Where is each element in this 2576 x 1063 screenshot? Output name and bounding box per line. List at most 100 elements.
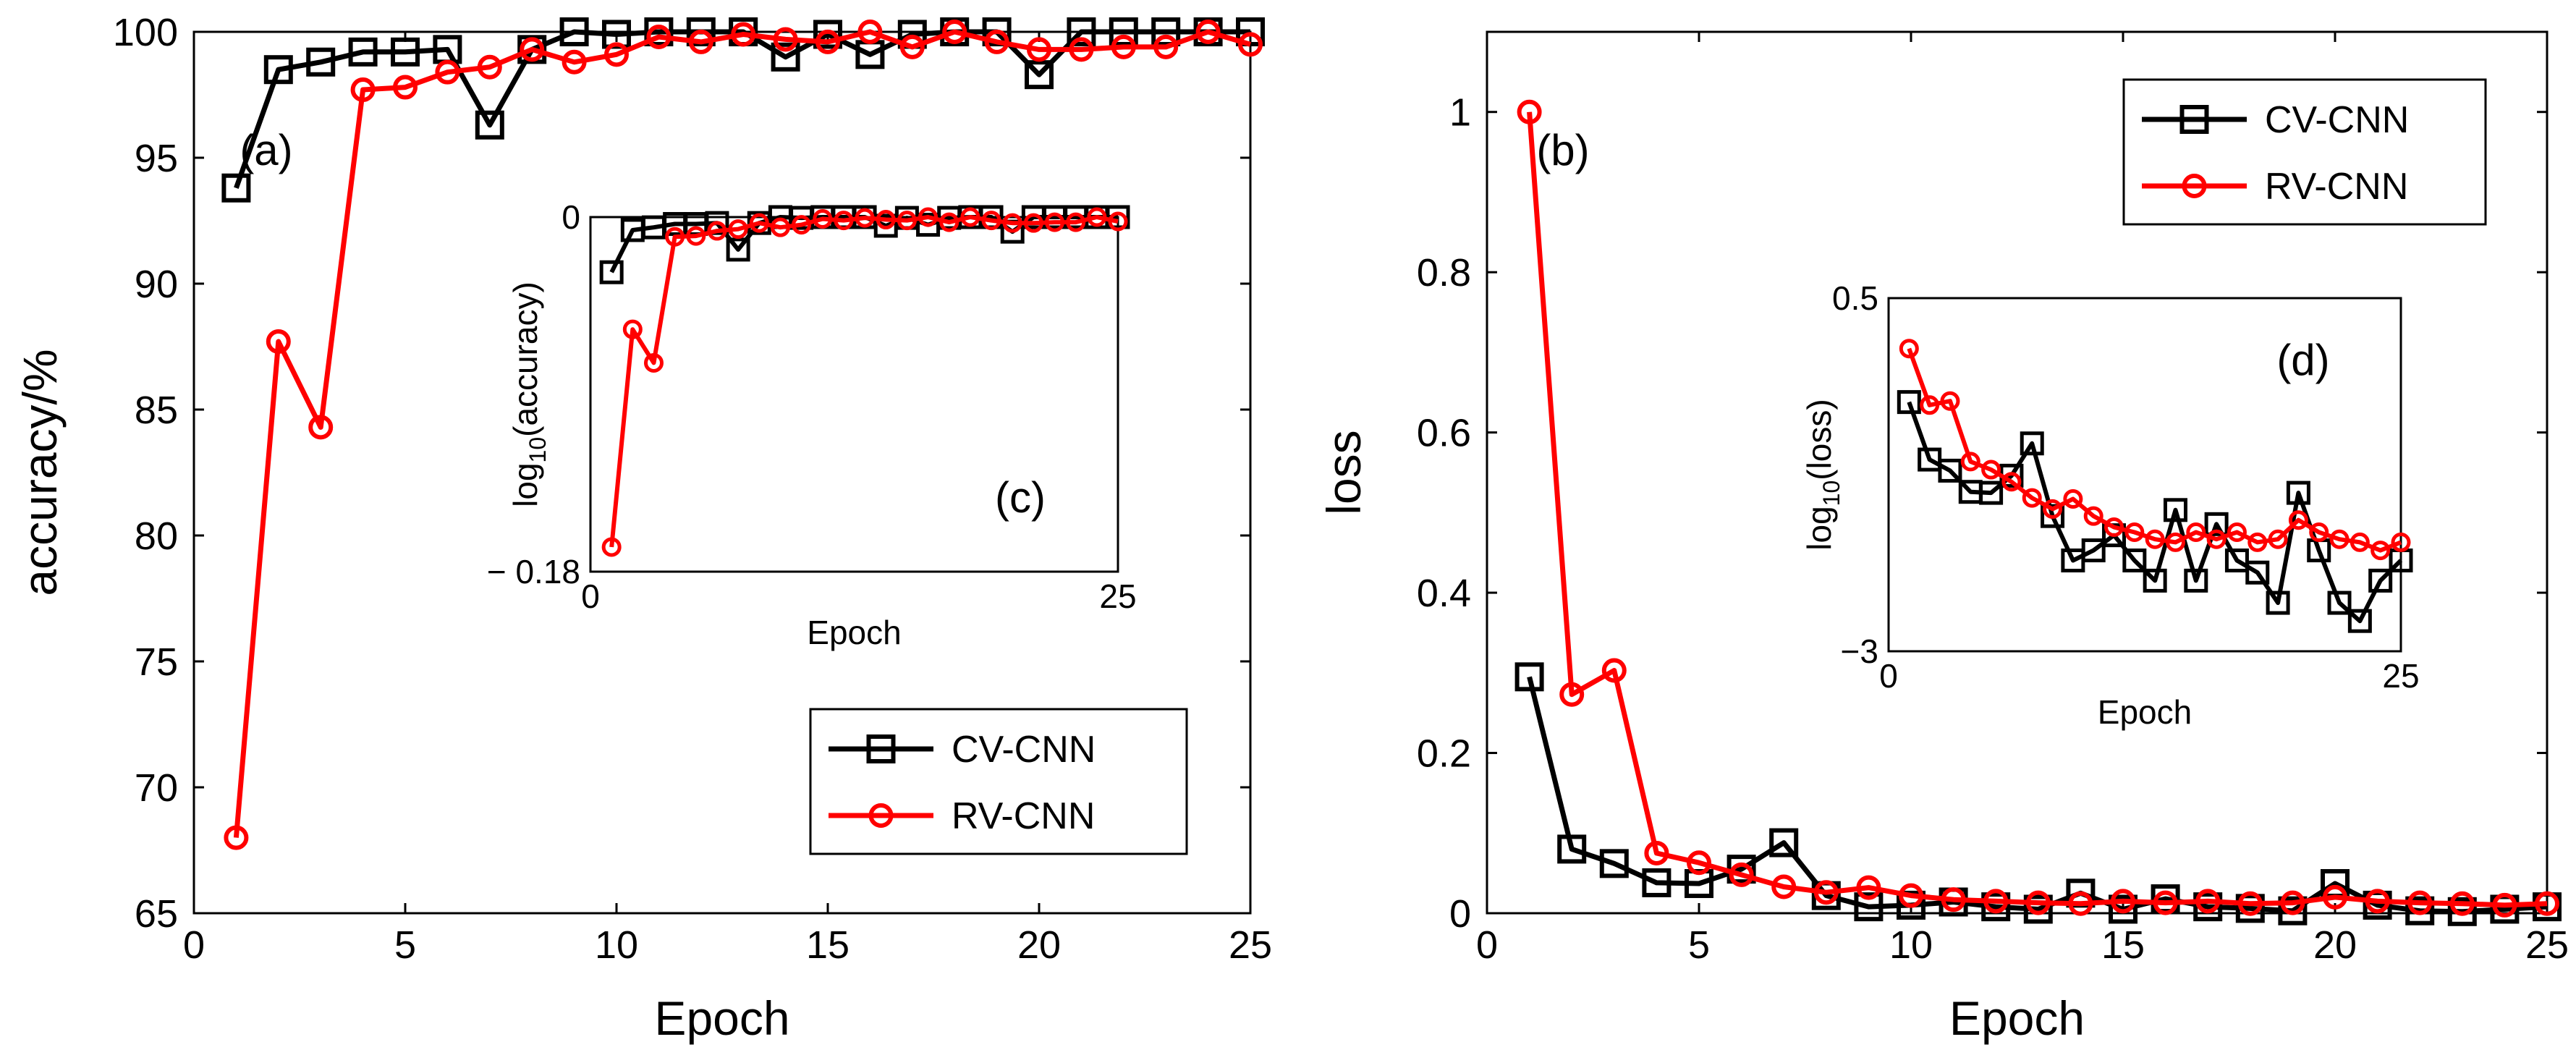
x-tick-label: 25 xyxy=(2382,657,2419,695)
data-point-circle xyxy=(1559,682,1585,707)
x-tick-label: 0 xyxy=(1476,923,1498,967)
legend-label: RV-CNN xyxy=(952,795,1095,837)
legend-marker-circle xyxy=(868,803,894,828)
y-tick-label: 0 xyxy=(562,198,580,236)
data-point-square xyxy=(1854,892,1884,922)
data-point-circle xyxy=(224,825,249,850)
data-point-circle xyxy=(622,319,643,339)
data-point-circle xyxy=(773,27,798,52)
data-point-circle xyxy=(2329,529,2350,549)
data-point-circle xyxy=(2268,529,2288,549)
y-tick-label: 1 xyxy=(1449,91,1471,135)
series-line-cv-cnn xyxy=(1907,401,2403,624)
data-point-circle xyxy=(2124,522,2145,542)
data-point-circle xyxy=(2043,499,2063,519)
data-point-circle xyxy=(857,20,883,44)
legend-marker-square xyxy=(866,734,896,763)
y-tick-label: 0.5 xyxy=(1832,279,1878,317)
data-point-square xyxy=(1938,458,1962,483)
data-point-square xyxy=(2266,590,2290,615)
data-point-circle xyxy=(2288,510,2308,530)
data-point-circle xyxy=(2350,532,2370,552)
data-point-square xyxy=(1599,849,1629,878)
data-point-square xyxy=(1769,828,1799,857)
data-point-circle xyxy=(1087,207,1107,227)
x-tick-label: 25 xyxy=(2525,923,2569,967)
x-tick-label: 0 xyxy=(183,923,205,967)
data-point-square xyxy=(2163,498,2187,522)
data-point-circle xyxy=(2370,541,2391,561)
y-tick-label: 0.2 xyxy=(1417,732,1471,776)
y-tick-label: 95 xyxy=(135,137,178,180)
data-point-circle xyxy=(2104,517,2124,538)
data-point-circle xyxy=(2111,889,2135,914)
data-point-square xyxy=(726,237,750,262)
data-point-square xyxy=(2368,568,2393,593)
x-tick-label: 10 xyxy=(1889,923,1933,967)
y-axis-title-suffix: (loss) xyxy=(1800,399,1838,480)
data-point-circle xyxy=(2280,890,2305,915)
legend-marker-square xyxy=(2179,105,2209,134)
data-point-square xyxy=(1106,205,1130,229)
series-cv-cnn xyxy=(1897,390,2413,633)
series-line-rv-cnn xyxy=(1527,111,2548,908)
data-point-circle xyxy=(942,20,967,44)
data-point-square xyxy=(1642,868,1672,897)
y-tick-label: 100 xyxy=(113,11,178,54)
data-point-square xyxy=(1514,662,1544,692)
series-rv-cnn xyxy=(1517,99,2559,918)
data-point-circle xyxy=(1045,212,1065,232)
y-tick-label: 0.6 xyxy=(1417,412,1471,455)
data-point-square xyxy=(1897,390,1921,415)
data-point-circle xyxy=(2365,889,2390,914)
data-point-circle xyxy=(266,329,291,355)
data-point-square xyxy=(2193,892,2223,922)
data-point-circle xyxy=(813,208,833,229)
legend-box xyxy=(2122,78,2487,226)
series-rv-cnn xyxy=(224,20,1263,850)
data-point-square xyxy=(2109,894,2138,924)
data-point-circle xyxy=(960,207,980,227)
data-point-square xyxy=(2235,894,2265,923)
data-point-square xyxy=(1557,834,1587,864)
data-point-circle xyxy=(477,54,502,80)
x-tick-label: 10 xyxy=(595,923,638,967)
y-tick-label: 85 xyxy=(135,389,178,432)
data-point-square xyxy=(2327,590,2352,615)
y-tick-label: 0 xyxy=(1449,892,1471,936)
data-point-circle xyxy=(2063,488,2083,509)
data-point-square xyxy=(348,37,378,67)
data-point-square xyxy=(2447,897,2477,926)
legend-box xyxy=(809,708,1188,855)
data-point-circle xyxy=(1601,658,1627,683)
data-point-square xyxy=(2041,504,2065,528)
x-tick-label: 25 xyxy=(1099,577,1136,615)
axes-frame-b xyxy=(1486,30,2549,915)
y-axis-title: accuracy/% xyxy=(13,349,67,596)
data-point-circle xyxy=(939,212,959,232)
data-point-square xyxy=(2405,896,2435,926)
legend: CV-CNN RV-CNN xyxy=(2122,78,2487,226)
data-point-circle xyxy=(1066,212,1086,232)
data-point-square xyxy=(1109,17,1138,46)
series-line-rv-cnn xyxy=(1907,347,2402,553)
data-point-square xyxy=(2122,549,2147,573)
y-axis-title: loss xyxy=(1317,430,1370,514)
data-point-circle xyxy=(2227,522,2247,542)
data-point-circle xyxy=(688,29,713,54)
x-tick-label: 5 xyxy=(1688,923,1710,967)
data-point-square xyxy=(391,37,420,67)
y-tick-label: 0.4 xyxy=(1417,572,1471,615)
data-point-circle xyxy=(1941,887,1966,912)
data-point-circle xyxy=(2407,890,2433,915)
data-point-circle xyxy=(897,211,917,231)
data-point-circle xyxy=(1960,452,1980,472)
data-point-circle xyxy=(2492,892,2517,918)
panel-label: (d) xyxy=(2276,336,2329,384)
data-point-square xyxy=(1981,892,2011,922)
data-point-circle xyxy=(2186,522,2206,542)
y-tick-label: − 0.18 xyxy=(487,553,580,590)
data-point-circle xyxy=(1195,20,1221,44)
